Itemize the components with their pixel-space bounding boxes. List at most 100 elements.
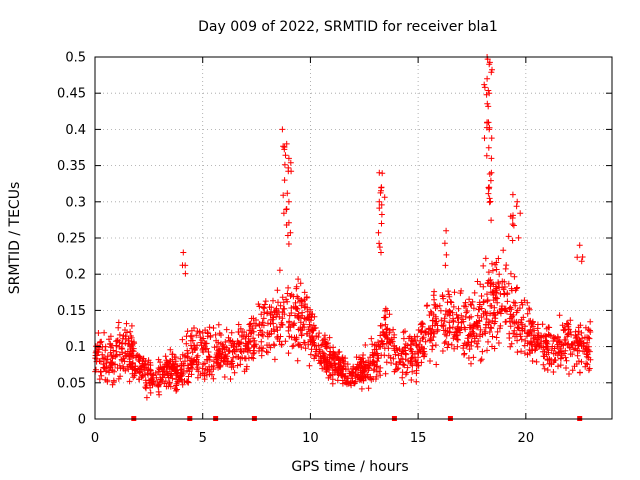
data-point bbox=[334, 377, 341, 384]
data-point bbox=[529, 358, 536, 364]
data-point bbox=[477, 357, 484, 364]
data-point bbox=[285, 284, 292, 291]
data-point bbox=[98, 338, 105, 345]
data-point bbox=[585, 334, 592, 341]
data-point bbox=[484, 280, 491, 287]
data-point bbox=[149, 372, 156, 379]
data-point bbox=[295, 341, 301, 348]
data-point bbox=[281, 305, 288, 312]
data-point bbox=[369, 349, 376, 356]
data-point bbox=[378, 338, 385, 345]
data-point bbox=[555, 363, 561, 370]
data-point bbox=[349, 378, 356, 384]
data-point bbox=[305, 341, 312, 348]
data-point bbox=[297, 280, 304, 287]
data-point bbox=[360, 365, 366, 372]
data-point bbox=[253, 317, 259, 323]
data-point bbox=[403, 369, 410, 376]
data-point bbox=[273, 313, 280, 320]
data-point bbox=[521, 350, 528, 357]
data-point bbox=[378, 201, 385, 208]
data-point bbox=[474, 278, 481, 285]
data-point bbox=[357, 369, 364, 376]
data-point bbox=[429, 326, 436, 333]
data-point bbox=[465, 355, 472, 361]
data-point bbox=[461, 340, 468, 347]
data-point bbox=[509, 237, 516, 244]
data-point bbox=[274, 287, 281, 294]
data-point bbox=[579, 254, 586, 260]
data-point bbox=[260, 322, 267, 329]
data-point bbox=[322, 343, 329, 350]
data-point bbox=[515, 234, 522, 241]
data-point bbox=[184, 347, 191, 354]
data-point bbox=[267, 316, 274, 323]
data-points bbox=[92, 54, 594, 401]
data-point bbox=[128, 322, 135, 329]
data-point bbox=[276, 267, 283, 274]
data-point bbox=[544, 356, 551, 363]
data-point bbox=[575, 342, 582, 349]
data-point bbox=[182, 262, 189, 269]
data-point bbox=[478, 314, 485, 321]
data-point bbox=[246, 338, 253, 345]
data-point bbox=[306, 328, 313, 335]
y-tick-label: 0.4 bbox=[65, 123, 86, 138]
data-point bbox=[280, 210, 287, 217]
data-point bbox=[122, 367, 129, 374]
data-point bbox=[278, 341, 285, 348]
data-point bbox=[402, 356, 409, 363]
data-point bbox=[97, 368, 104, 375]
data-point bbox=[180, 360, 187, 367]
data-point bbox=[339, 366, 346, 373]
data-point bbox=[282, 152, 289, 159]
data-point bbox=[202, 327, 209, 334]
data-point bbox=[206, 324, 213, 331]
data-point bbox=[453, 332, 460, 339]
data-point bbox=[283, 222, 290, 228]
data-point bbox=[502, 319, 509, 325]
data-point bbox=[258, 338, 265, 345]
data-point bbox=[475, 306, 482, 313]
data-point bbox=[550, 334, 557, 340]
data-point bbox=[101, 329, 108, 336]
data-point bbox=[218, 332, 224, 338]
data-point bbox=[194, 352, 201, 359]
data-point bbox=[283, 140, 290, 147]
data-point bbox=[312, 348, 319, 355]
data-point bbox=[443, 251, 450, 258]
data-point bbox=[221, 374, 228, 380]
data-point bbox=[514, 349, 521, 356]
data-point bbox=[486, 319, 493, 326]
data-point bbox=[438, 317, 445, 324]
data-point bbox=[484, 291, 490, 298]
data-point bbox=[376, 244, 383, 251]
data-point bbox=[181, 352, 188, 359]
data-point bbox=[383, 359, 390, 366]
data-point bbox=[300, 339, 307, 346]
data-point bbox=[319, 337, 326, 344]
data-point bbox=[167, 372, 174, 379]
data-point bbox=[530, 335, 537, 342]
data-point bbox=[362, 374, 369, 381]
data-point bbox=[248, 329, 255, 336]
data-point bbox=[360, 352, 367, 358]
data-point bbox=[512, 302, 519, 309]
data-point bbox=[504, 291, 511, 298]
data-point bbox=[220, 343, 227, 350]
data-point bbox=[381, 194, 388, 201]
data-point bbox=[193, 358, 200, 365]
data-point bbox=[533, 343, 540, 350]
data-point bbox=[573, 361, 580, 367]
data-point bbox=[215, 347, 222, 354]
data-point bbox=[170, 364, 177, 371]
data-point bbox=[493, 259, 500, 266]
data-point bbox=[96, 376, 103, 383]
data-point bbox=[225, 348, 232, 355]
data-point bbox=[180, 249, 187, 256]
data-point bbox=[142, 384, 149, 391]
data-point bbox=[480, 298, 487, 305]
data-point bbox=[377, 322, 384, 329]
data-point bbox=[202, 346, 209, 353]
data-point bbox=[264, 349, 271, 356]
